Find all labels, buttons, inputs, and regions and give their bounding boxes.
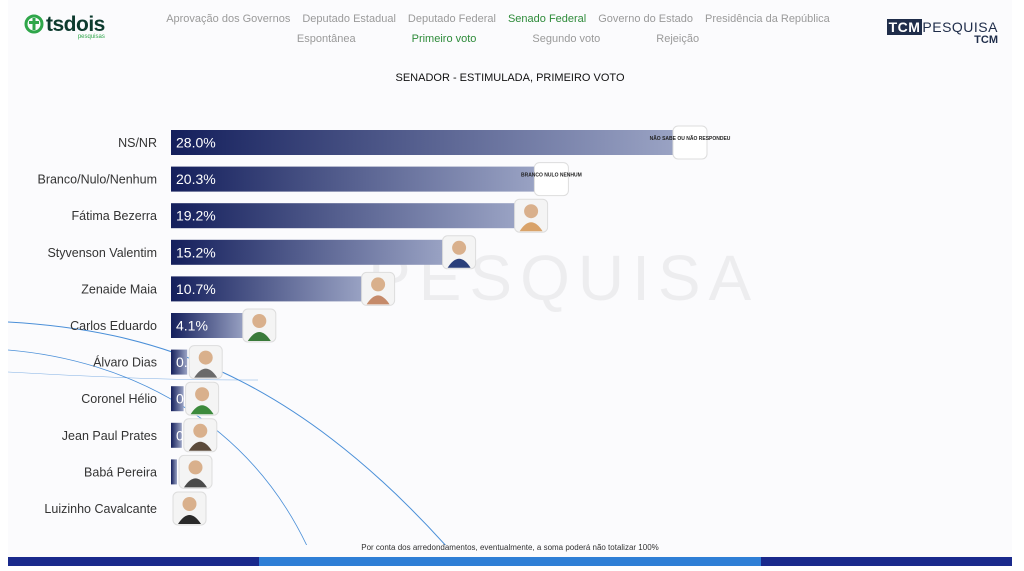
bottom-color-bar bbox=[8, 557, 1012, 566]
nav-mode-1[interactable]: Primeiro voto bbox=[411, 33, 477, 45]
category-label: Zenaide Maia bbox=[81, 282, 157, 296]
avatar-head bbox=[371, 277, 386, 292]
bar[interactable] bbox=[171, 239, 445, 265]
nav-mode-0[interactable]: Espontânea bbox=[296, 33, 356, 45]
avatar-body bbox=[194, 368, 218, 378]
logo-icon bbox=[24, 14, 44, 34]
value-label: 20.3% bbox=[176, 171, 216, 187]
logo-subtext: pesquisas bbox=[77, 34, 105, 40]
avatar-head bbox=[182, 497, 197, 511]
answer-badge bbox=[672, 125, 708, 160]
nav-office-2[interactable]: Deputado Federal bbox=[407, 13, 496, 25]
bar[interactable] bbox=[171, 276, 364, 302]
value-label: 28.0% bbox=[176, 135, 216, 151]
chart-title: SENADOR - ESTIMULADA, PRIMEIRO VOTO bbox=[395, 72, 625, 84]
footnote: Por conta dos arredondamentos, eventualm… bbox=[361, 543, 659, 552]
nav-row-offices: Aprovação dos Governos Deputado Estadual D… bbox=[158, 13, 838, 25]
category-label: Coronel Hélio bbox=[81, 392, 157, 406]
survey-nav: Aprovação dos Governos Deputado Estadual D… bbox=[158, 13, 838, 45]
avatar-head bbox=[198, 350, 213, 365]
bar[interactable] bbox=[171, 166, 537, 192]
bottom-bar-segment bbox=[259, 557, 510, 566]
bar[interactable] bbox=[171, 386, 184, 412]
category-label: Álvaro Dias bbox=[93, 355, 157, 370]
tcm-box: TCM bbox=[886, 19, 923, 35]
bar[interactable] bbox=[171, 349, 188, 375]
category-label: Branco/Nulo/Nenhum bbox=[37, 173, 157, 187]
value-label: 4.1% bbox=[176, 318, 208, 334]
answer-badge-text: NÃO SABE OU NÃO RESPONDEU bbox=[650, 135, 731, 142]
avatar-body bbox=[188, 441, 212, 451]
nav-office-5[interactable]: Presidência da República bbox=[705, 13, 830, 25]
nav-office-0[interactable]: Aprovação dos Governos bbox=[166, 13, 291, 25]
tcm-logo: TCM PESQUISA TCM bbox=[886, 19, 998, 46]
nav-mode-2[interactable]: Segundo voto bbox=[532, 33, 601, 45]
bar[interactable] bbox=[171, 422, 182, 448]
tcm-word: PESQUISA bbox=[922, 19, 998, 35]
avatar-body bbox=[184, 478, 207, 488]
answer-badge bbox=[533, 162, 569, 197]
nav-office-1[interactable]: Deputado Estadual bbox=[302, 13, 396, 25]
nav-office-4[interactable]: Governo do Estado bbox=[598, 13, 694, 25]
category-label: Fátima Bezerra bbox=[72, 209, 157, 223]
avatar-body bbox=[519, 222, 543, 232]
value-label: 10.7% bbox=[176, 281, 216, 297]
avatar-head bbox=[193, 423, 208, 438]
avatar-head bbox=[188, 460, 203, 475]
avatar-body bbox=[247, 332, 271, 341]
category-label: Luizinho Cavalcante bbox=[44, 502, 157, 516]
category-label: Carlos Eduardo bbox=[70, 319, 157, 333]
bottom-bar-segment bbox=[761, 557, 1012, 566]
logo-text: tsdois bbox=[46, 13, 105, 36]
nav-mode-3[interactable]: Rejeição bbox=[656, 33, 700, 45]
nav-row-modes: Espontânea Primeiro voto Segundo voto Rejei… bbox=[158, 33, 838, 45]
avatar-body bbox=[190, 405, 214, 415]
value-label: 19.2% bbox=[176, 208, 216, 224]
bar[interactable] bbox=[171, 130, 675, 155]
bottom-bar-segment bbox=[8, 557, 259, 566]
answer-badge-text: BRANCO NULO NENHUM bbox=[521, 173, 582, 179]
nav-office-3[interactable]: Senado Federal bbox=[507, 13, 587, 25]
avatar-body bbox=[178, 515, 201, 524]
category-label: Jean Paul Prates bbox=[62, 429, 157, 443]
bar[interactable] bbox=[171, 459, 177, 485]
avatar-head bbox=[452, 240, 467, 255]
bar-chart: PESQUISA NS/NR 28.0% NÃO SABE OU NÃO RESPO… bbox=[8, 125, 751, 545]
category-label: Styvenson Valentim bbox=[47, 246, 157, 260]
value-label: 0 bbox=[176, 391, 184, 407]
value-label: 15.2% bbox=[176, 244, 216, 260]
tcm-sub: TCM bbox=[974, 34, 998, 46]
value-label: 0 bbox=[176, 427, 184, 443]
avatar-head bbox=[195, 387, 210, 402]
dashboard-frame: tsdois pesquisas Aprovação dos Governos D… bbox=[8, 0, 1012, 566]
category-label: Babá Pereira bbox=[84, 465, 157, 479]
avatar-head bbox=[252, 314, 267, 328]
brand-logo[interactable]: tsdois pesquisas bbox=[24, 14, 105, 40]
avatar-body bbox=[366, 295, 390, 305]
bar[interactable] bbox=[171, 313, 245, 338]
bottom-bar-segment bbox=[510, 557, 761, 566]
avatar-head bbox=[524, 204, 539, 219]
avatar-body bbox=[447, 258, 471, 268]
category-label: NS/NR bbox=[118, 136, 157, 150]
bar[interactable] bbox=[171, 203, 517, 229]
